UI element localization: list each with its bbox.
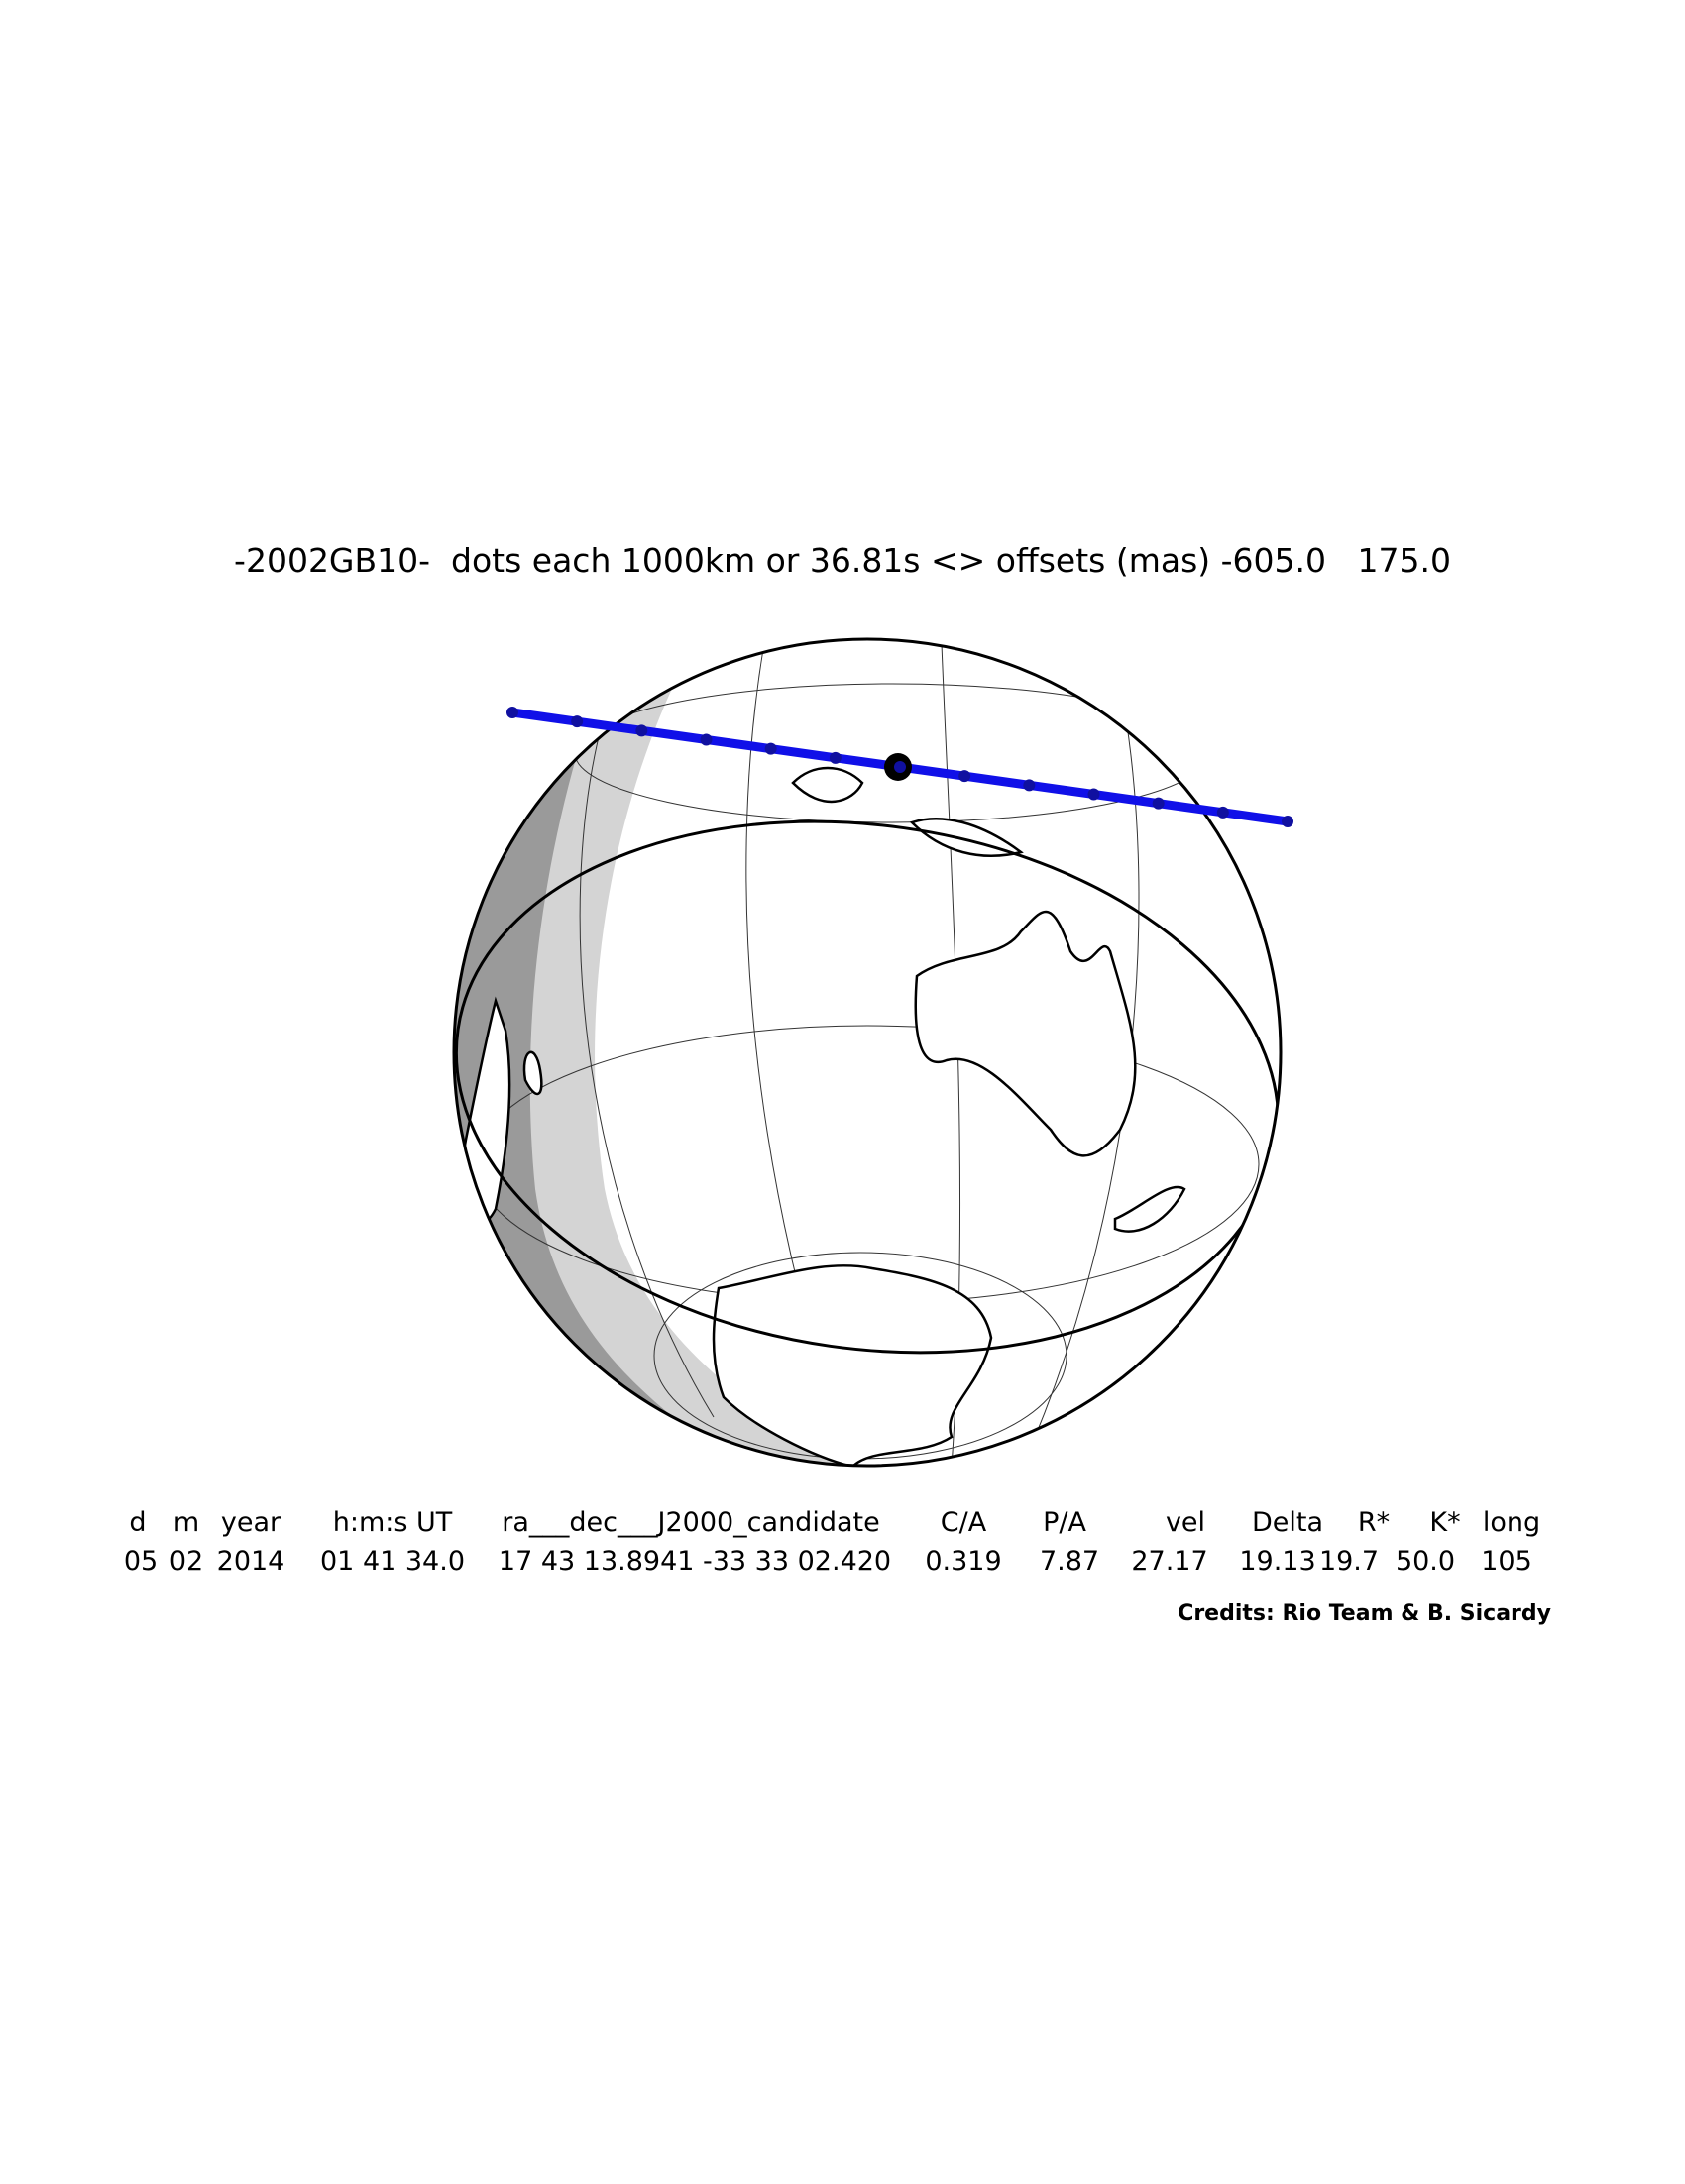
track-dot [1282, 816, 1293, 827]
table-cell: 7.87 [1040, 1546, 1099, 1577]
table-cell: 05 [124, 1546, 158, 1577]
track-dot [1152, 797, 1165, 810]
column-header: C/A [941, 1507, 987, 1538]
column-header: R* [1358, 1507, 1390, 1538]
column-header: K* [1429, 1507, 1460, 1538]
globe-shading [454, 643, 1281, 1466]
globe [452, 637, 1283, 1468]
table-cell: 19.13 [1239, 1546, 1315, 1577]
table-cell: 19.7 [1319, 1546, 1379, 1577]
column-header: h:m:s UT [333, 1507, 453, 1538]
table-cell: 0.319 [925, 1546, 1001, 1577]
column-header: Delta [1252, 1507, 1323, 1538]
credits: Credits: Rio Team & B. Sicardy [1178, 1601, 1551, 1626]
track-dot [958, 770, 971, 783]
shadow-track [506, 707, 1293, 827]
table-cell: 50.0 [1396, 1546, 1455, 1577]
track-dot [1087, 788, 1100, 801]
column-header: vel [1166, 1507, 1205, 1538]
table-cell: 01 41 34.0 [320, 1546, 465, 1577]
track-dot [764, 742, 777, 755]
table-cell: 105 [1481, 1546, 1532, 1577]
track-dot [635, 724, 648, 737]
table-cell: 27.17 [1131, 1546, 1207, 1577]
track-dot [700, 733, 713, 746]
table-cell: 17 43 13.8941 -33 33 02.420 [499, 1546, 891, 1577]
track-dot [1216, 806, 1229, 819]
globe-outline [452, 637, 1283, 1468]
column-header: P/A [1043, 1507, 1086, 1538]
column-header: ra___dec___J2000_candidate [502, 1507, 879, 1538]
track-dot [571, 715, 584, 728]
event-table: d m year h:m:s UT ra___dec___J2000_candidate… [124, 1507, 1540, 1577]
globe-disc [454, 639, 1281, 1466]
column-header: d [129, 1507, 146, 1538]
table-cell: 02 [169, 1546, 203, 1577]
track-dot [1023, 779, 1036, 792]
column-header: long [1483, 1507, 1540, 1538]
track-dot [506, 707, 518, 718]
track-dot [894, 761, 906, 773]
column-header: m [173, 1507, 199, 1538]
table-cell: 2014 [217, 1546, 285, 1577]
column-header: year [221, 1507, 281, 1538]
map-title: -2002GB10- dots each 1000km or 36.81s <>… [234, 541, 1451, 580]
track-dot [829, 751, 842, 764]
